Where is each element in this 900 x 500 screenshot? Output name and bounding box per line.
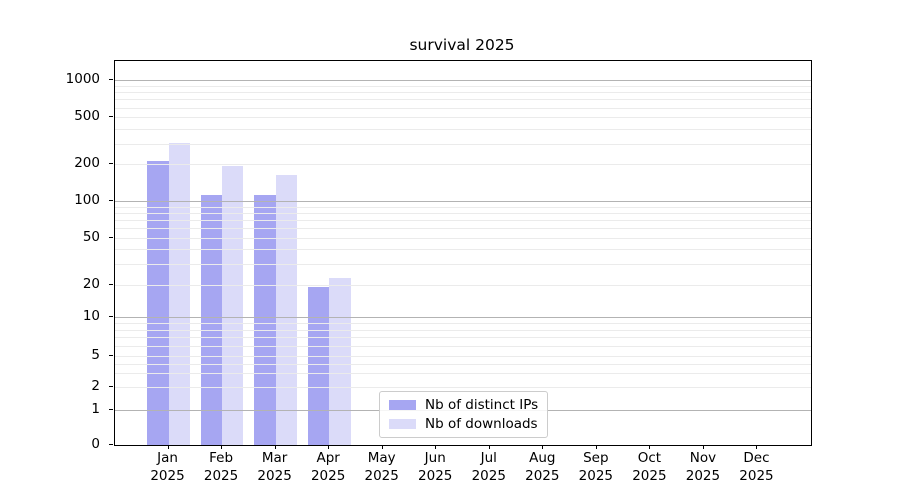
y-tick-label: 20: [82, 275, 100, 292]
bar-downloads-apr: [329, 277, 351, 445]
bar-downloads-jan: [168, 142, 190, 445]
legend-swatch-distinct-ips: [389, 400, 416, 410]
x-tick-label: Nov 2025: [685, 450, 721, 484]
minor-gridline: [115, 99, 811, 101]
y-tick-label: 2: [91, 378, 100, 395]
minor-gridline: [115, 128, 811, 130]
legend-label-distinct-ips: Nb of distinct IPs: [425, 397, 539, 413]
y-tick-mark: [109, 354, 113, 356]
x-tick-mark: [702, 445, 704, 449]
bar-downloads-mar: [275, 174, 298, 445]
minor-gridline: [115, 92, 811, 94]
y-tick-label: 1000: [65, 71, 100, 87]
y-tick-mark: [109, 200, 113, 201]
y-tick-mark: [109, 163, 113, 165]
legend-label-downloads: Nb of downloads: [425, 416, 538, 432]
y-tick-label: 5: [91, 346, 100, 363]
y-tick-mark: [109, 236, 113, 238]
y-tick-label: 200: [74, 155, 100, 172]
x-tick-label: Dec 2025: [739, 450, 774, 484]
y-tick-mark: [109, 444, 113, 445]
x-tick-mark: [274, 445, 276, 449]
y-tick-mark: [109, 283, 113, 285]
y-tick-label: 1: [91, 401, 100, 418]
x-tick-mark: [542, 445, 544, 449]
x-tick-mark: [595, 445, 597, 449]
chart-title: survival 2025: [409, 36, 515, 54]
x-tick-mark: [167, 445, 169, 449]
x-tick-label: Mar 2025: [257, 450, 292, 484]
minor-gridline: [115, 143, 811, 145]
y-tick-mark: [109, 386, 113, 388]
legend-entry-downloads: Nb of downloads: [389, 417, 538, 431]
y-tick-label: 10: [82, 308, 100, 324]
major-gridline: [115, 80, 811, 81]
bar-distinct-ips-apr: [307, 287, 330, 445]
x-tick-label: Aug 2025: [525, 450, 560, 484]
x-tick-label: Jul 2025: [471, 450, 506, 484]
y-tick-label: 0: [91, 436, 100, 452]
x-tick-label: Jan 2025: [150, 450, 185, 484]
x-tick-label: May 2025: [364, 450, 399, 484]
x-tick-label: Sep 2025: [578, 450, 614, 484]
minor-gridline: [115, 107, 811, 109]
legend-swatch-downloads: [389, 419, 416, 429]
x-tick-mark: [488, 445, 490, 449]
legend-entry-distinct-ips: Nb of distinct IPs: [389, 398, 538, 412]
legend: Nb of distinct IPs Nb of downloads: [379, 391, 549, 438]
x-tick-label: Jun 2025: [418, 450, 453, 484]
x-tick-mark: [328, 445, 330, 449]
x-tick-label: Oct 2025: [632, 450, 667, 484]
bar-distinct-ips-feb: [200, 195, 223, 445]
y-tick-label: 500: [74, 108, 100, 125]
minor-gridline: [115, 85, 811, 87]
x-tick-mark: [221, 445, 223, 449]
minor-gridline: [115, 117, 811, 119]
y-tick-label: 50: [82, 228, 100, 245]
x-tick-mark: [381, 445, 383, 449]
x-tick-label: Apr 2025: [310, 450, 346, 484]
x-tick-mark: [435, 445, 437, 449]
y-tick-mark: [109, 409, 113, 411]
x-tick-mark: [649, 445, 651, 449]
minor-gridline: [115, 164, 811, 166]
x-tick-mark: [756, 445, 758, 449]
x-tick-label: Feb 2025: [203, 450, 239, 484]
bar-distinct-ips-jan: [147, 160, 169, 445]
y-tick-mark: [109, 79, 113, 80]
bar-downloads-feb: [222, 165, 244, 445]
bar-distinct-ips-mar: [254, 195, 276, 445]
plot-area: [114, 60, 812, 446]
y-tick-mark: [109, 116, 113, 118]
y-tick-mark: [109, 316, 113, 317]
y-tick-label: 100: [74, 192, 100, 208]
